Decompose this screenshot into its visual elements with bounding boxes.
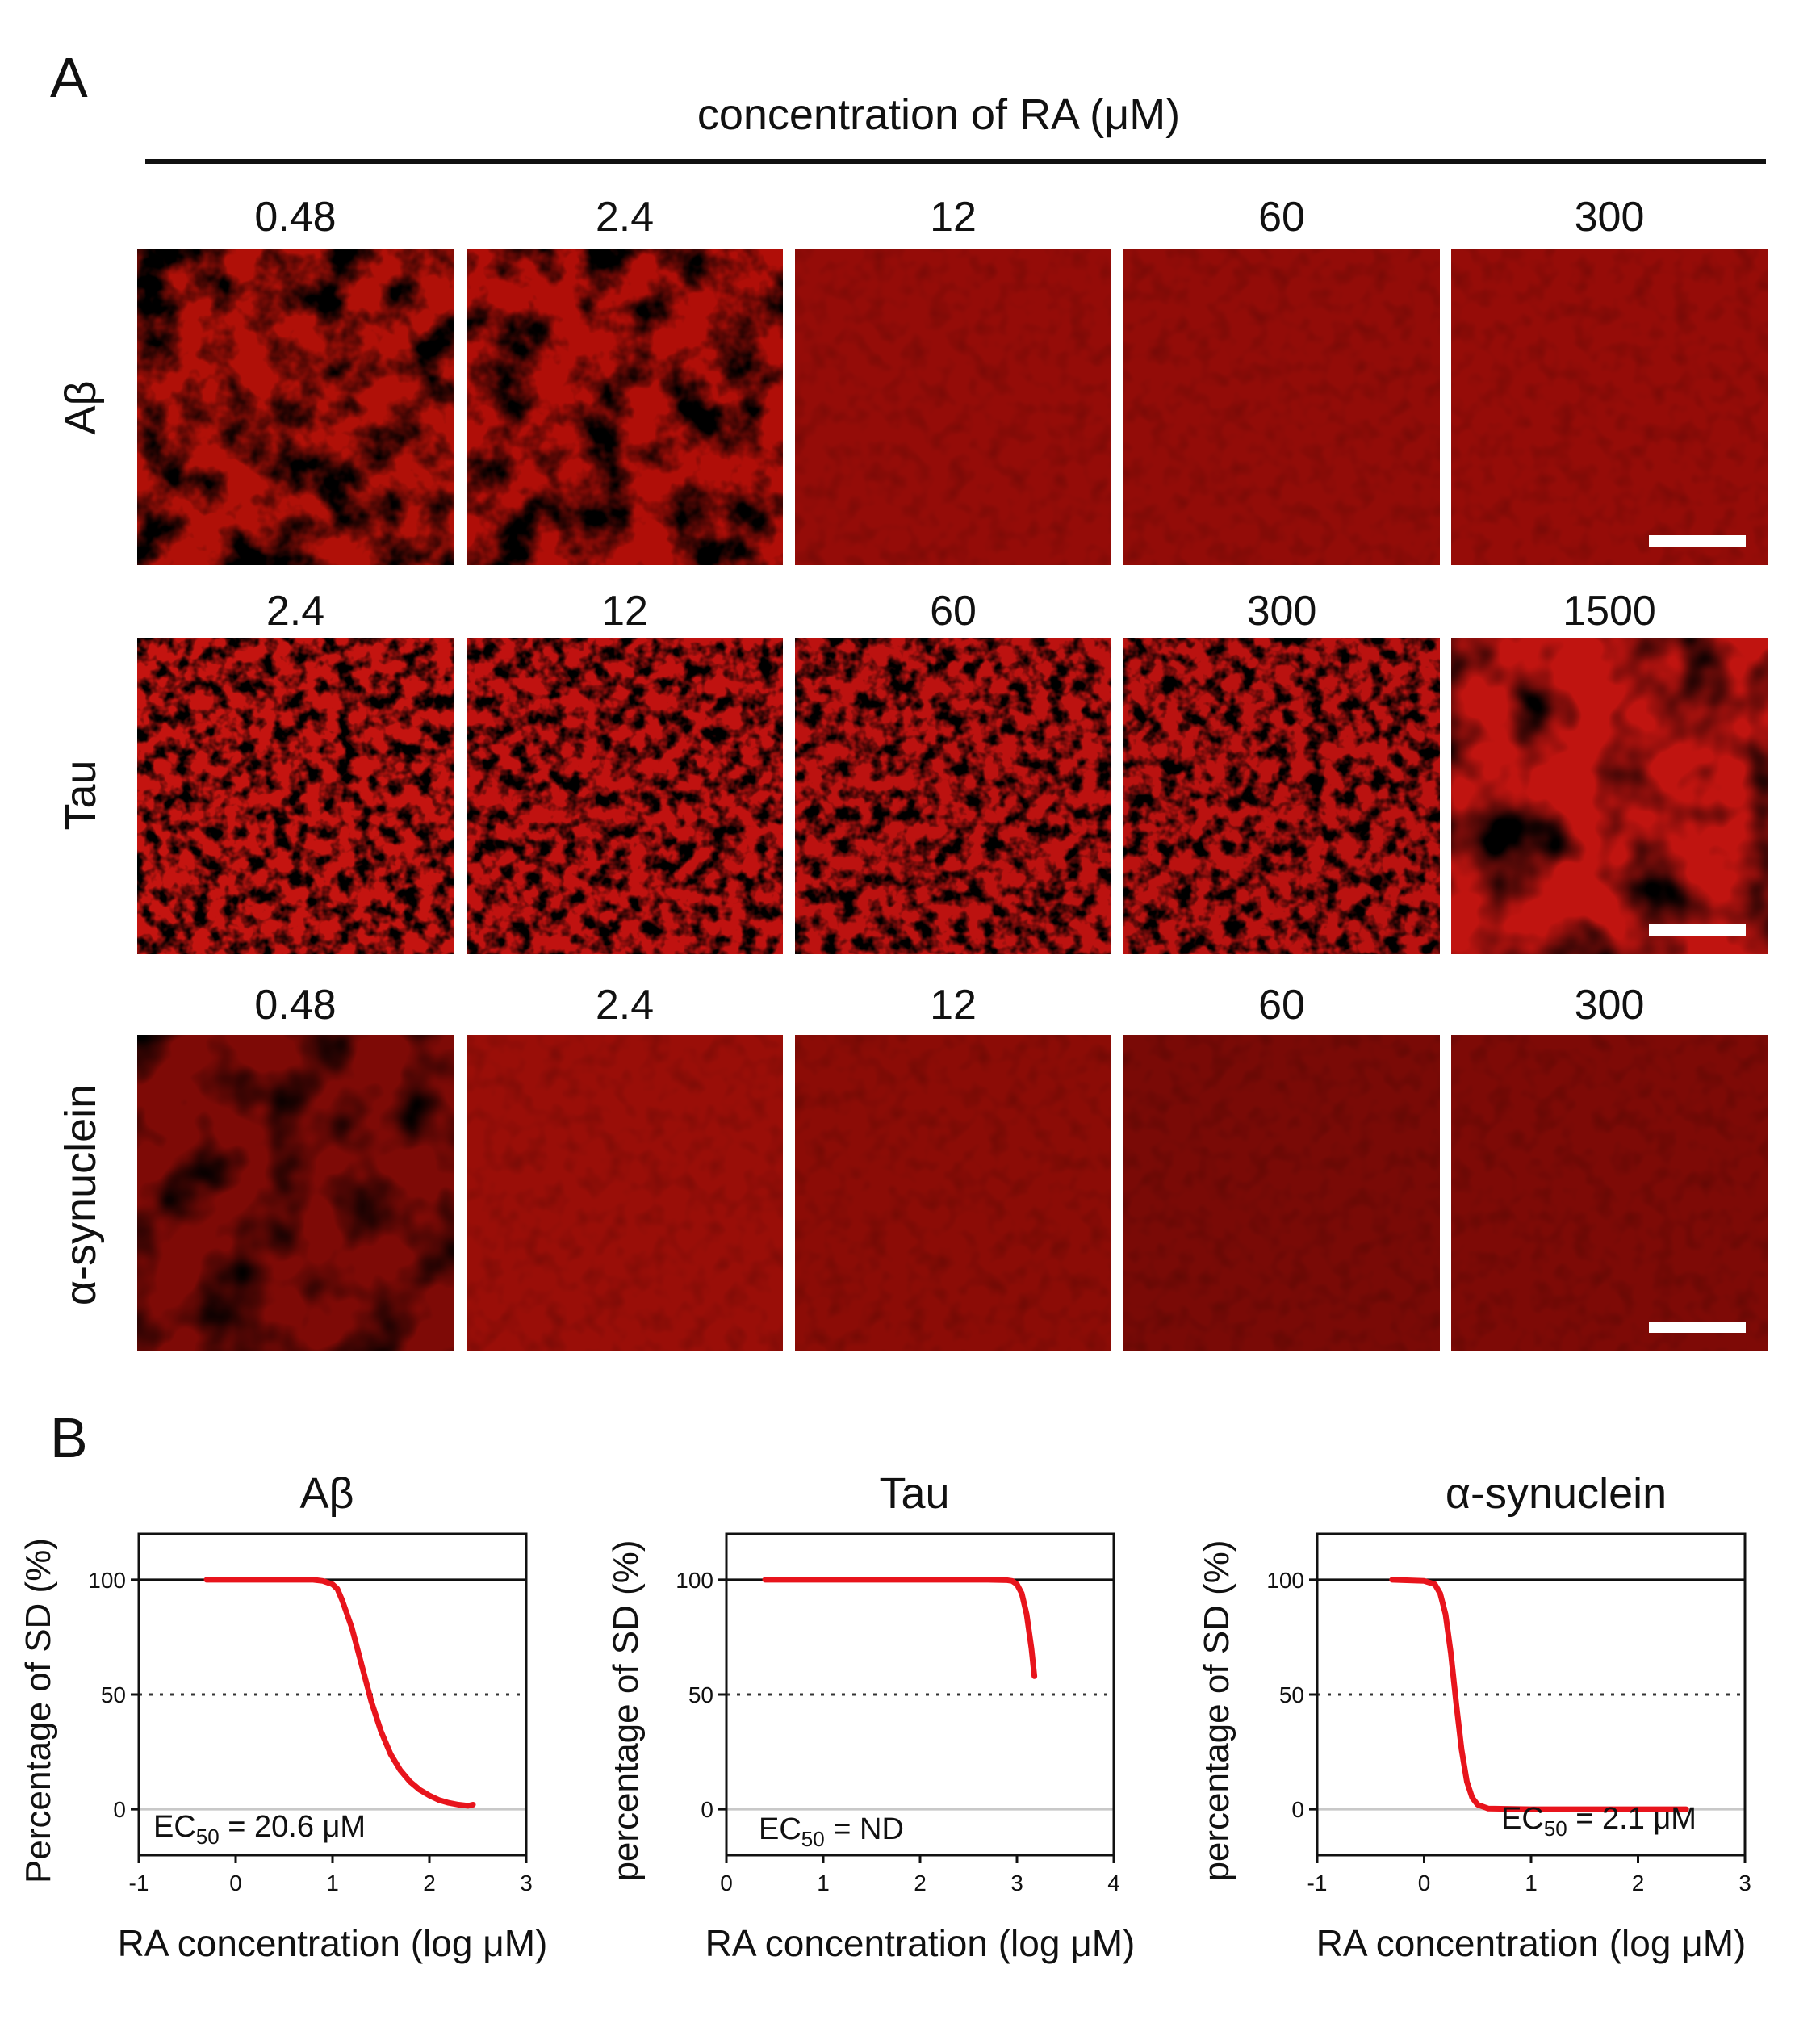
chart-title: Tau bbox=[879, 1469, 949, 1518]
x-tick-label: 0 bbox=[720, 1871, 733, 1896]
concentration-label: 2.4 bbox=[596, 194, 654, 241]
micrograph-texture bbox=[1123, 638, 1440, 954]
micrograph-texture bbox=[795, 638, 1111, 954]
x-axis-label: RA concentration (log μM) bbox=[705, 1922, 1136, 1964]
concentration-label: 2.4 bbox=[596, 982, 654, 1028]
dose-response-curve bbox=[762, 1577, 1038, 1679]
ec50-prefix: EC bbox=[153, 1810, 196, 1844]
chart-title: Aβ bbox=[299, 1469, 354, 1518]
ec50-subscript: 50 bbox=[196, 1824, 220, 1849]
micrograph-texture bbox=[1451, 249, 1768, 565]
panel-b-label: B bbox=[50, 1406, 88, 1469]
x-tick-label: 2 bbox=[1632, 1871, 1645, 1896]
dose-response-curve bbox=[1389, 1577, 1689, 1812]
x-tick-label: 3 bbox=[1738, 1871, 1751, 1896]
x-axis-label: RA concentration (log μM) bbox=[118, 1922, 548, 1964]
concentration-label: 60 bbox=[1258, 982, 1305, 1028]
x-tick-label: -1 bbox=[129, 1871, 149, 1896]
x-tick-label: 2 bbox=[914, 1871, 927, 1896]
micrograph-texture bbox=[137, 1035, 454, 1351]
ec50-prefix: EC bbox=[1501, 1802, 1544, 1836]
y-axis-label: percentage of SD (%) bbox=[606, 1540, 646, 1881]
row-label: Tau bbox=[56, 760, 105, 830]
x-tick-label: 3 bbox=[1010, 1871, 1023, 1896]
concentration-label: 300 bbox=[1575, 982, 1645, 1028]
ec50-annotation: EC50 = 20.6 μM bbox=[153, 1810, 366, 1849]
x-tick-label: 0 bbox=[1418, 1871, 1431, 1896]
y-tick-label: 50 bbox=[101, 1682, 126, 1707]
y-axis-label: Percentage of SD (%) bbox=[19, 1538, 58, 1883]
concentration-label: 60 bbox=[1258, 194, 1305, 241]
ec50-annotation: EC50 = 2.1 μM bbox=[1501, 1802, 1697, 1841]
concentration-label: 300 bbox=[1575, 194, 1645, 241]
x-tick-label: 1 bbox=[326, 1871, 339, 1896]
x-tick-label: 0 bbox=[229, 1871, 242, 1896]
x-tick-label: 4 bbox=[1107, 1871, 1120, 1896]
ec50-subscript: 50 bbox=[801, 1827, 825, 1851]
chart-title: α-synuclein bbox=[1446, 1469, 1667, 1518]
panel-a: A concentration of RA (μM) Aβ 0.48 2.4 12 60… bbox=[50, 46, 1768, 1351]
micrograph-texture bbox=[467, 638, 783, 954]
scale-bar bbox=[1649, 535, 1746, 547]
image-row: Aβ 0.48 2.4 12 60 300 bbox=[56, 194, 1768, 565]
concentration-label: 0.48 bbox=[254, 982, 336, 1028]
image-row: α-synuclein 0.48 2.4 12 60 300 bbox=[56, 982, 1768, 1351]
micrograph-texture bbox=[795, 1035, 1111, 1351]
micrograph-texture bbox=[467, 1035, 783, 1351]
x-axis-label: RA concentration (log μM) bbox=[1316, 1922, 1747, 1964]
dose-response-chart: Aβ 0 50 100 -1 0 1 2 3 RA concentration (log μM) P… bbox=[19, 1469, 547, 1964]
dose-response-curve bbox=[203, 1577, 476, 1809]
x-tick-label: 2 bbox=[423, 1871, 436, 1896]
x-tick-label: -1 bbox=[1307, 1871, 1328, 1896]
y-tick-label: 100 bbox=[676, 1568, 713, 1593]
ec50-annotation: EC50 = ND bbox=[759, 1812, 904, 1851]
ec50-value: = ND bbox=[825, 1812, 904, 1846]
micrograph-texture bbox=[795, 249, 1111, 565]
y-tick-label: 0 bbox=[1291, 1797, 1304, 1822]
micrograph-texture bbox=[1123, 249, 1440, 565]
ec50-prefix: EC bbox=[759, 1812, 801, 1846]
concentration-label: 0.48 bbox=[254, 194, 336, 241]
image-row: Tau 2.4 12 60 300 1500 bbox=[56, 588, 1768, 954]
micrograph-texture bbox=[1123, 1035, 1440, 1351]
micrograph-texture bbox=[467, 249, 783, 565]
dose-response-chart: Tau 0 50 100 0 1 2 3 4 RA concentration (log μM) p… bbox=[606, 1469, 1135, 1964]
y-axis-label: percentage of SD (%) bbox=[1197, 1540, 1236, 1881]
x-tick-label: 1 bbox=[1525, 1871, 1538, 1896]
row-label: Aβ bbox=[56, 380, 105, 434]
concentration-label: 2.4 bbox=[266, 588, 324, 635]
scale-bar bbox=[1649, 924, 1746, 936]
ec50-value: = 2.1 μM bbox=[1567, 1802, 1697, 1836]
ec50-value: = 20.6 μM bbox=[220, 1810, 366, 1844]
x-tick-label: 1 bbox=[817, 1871, 830, 1896]
y-tick-label: 0 bbox=[113, 1797, 126, 1822]
y-tick-label: 0 bbox=[701, 1797, 713, 1822]
concentration-label: 300 bbox=[1247, 588, 1317, 635]
y-tick-label: 50 bbox=[688, 1682, 713, 1707]
concentration-label: 12 bbox=[930, 194, 977, 241]
micrograph-texture bbox=[1451, 1035, 1768, 1351]
panel-a-label: A bbox=[50, 46, 88, 109]
micrograph-texture bbox=[137, 249, 454, 565]
concentration-label: 1500 bbox=[1563, 588, 1656, 635]
concentration-label: 60 bbox=[930, 588, 977, 635]
ec50-subscript: 50 bbox=[1544, 1816, 1567, 1841]
micrograph-texture bbox=[137, 638, 454, 954]
scale-bar bbox=[1649, 1322, 1746, 1333]
dose-response-chart: α-synuclein 0 50 100 -1 0 1 2 3 RA concentration … bbox=[1197, 1469, 1751, 1964]
y-tick-label: 50 bbox=[1279, 1682, 1304, 1707]
concentration-label: 12 bbox=[601, 588, 648, 635]
y-tick-label: 100 bbox=[1266, 1568, 1304, 1593]
row-label: α-synuclein bbox=[56, 1084, 105, 1305]
x-tick-label: 3 bbox=[520, 1871, 533, 1896]
micrograph-texture bbox=[1451, 638, 1768, 954]
y-tick-label: 100 bbox=[88, 1568, 126, 1593]
concentration-header: concentration of RA (μM) bbox=[697, 90, 1180, 139]
concentration-label: 12 bbox=[930, 982, 977, 1028]
image-grid: Aβ 0.48 2.4 12 60 300 Tau 2.4 12 60 300 1500 α-synuc… bbox=[56, 194, 1768, 1351]
